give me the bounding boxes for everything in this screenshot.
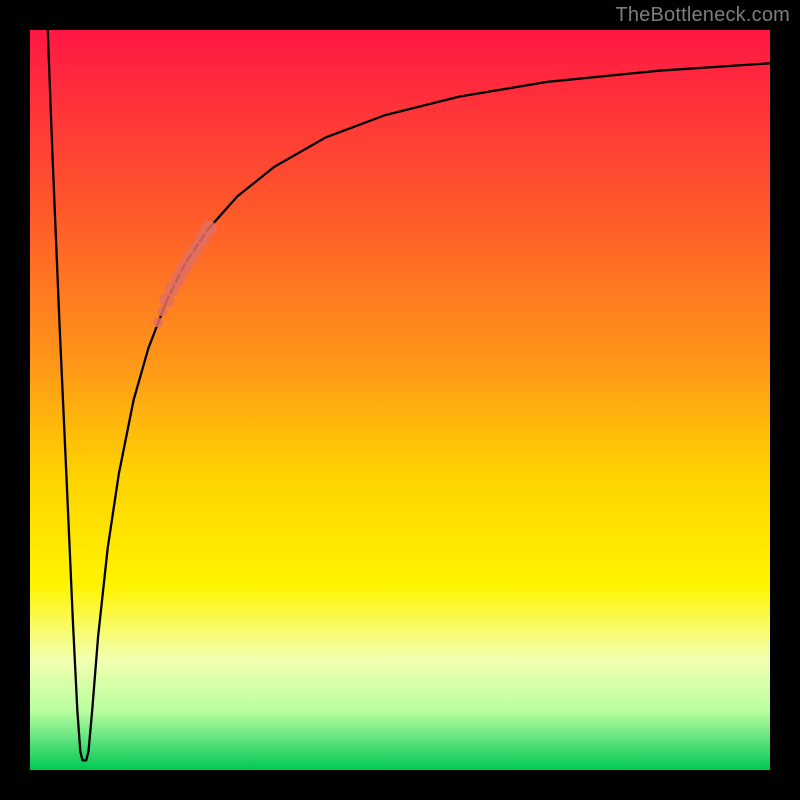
highlight-marker <box>157 306 167 316</box>
chart-root: TheBottleneck.com <box>0 0 800 800</box>
watermark-text: TheBottleneck.com <box>615 4 790 27</box>
plot-area <box>30 30 770 770</box>
highlight-marker <box>202 221 217 236</box>
highlight-marker <box>153 317 163 327</box>
chart-background <box>30 30 770 770</box>
chart-svg <box>30 30 770 770</box>
